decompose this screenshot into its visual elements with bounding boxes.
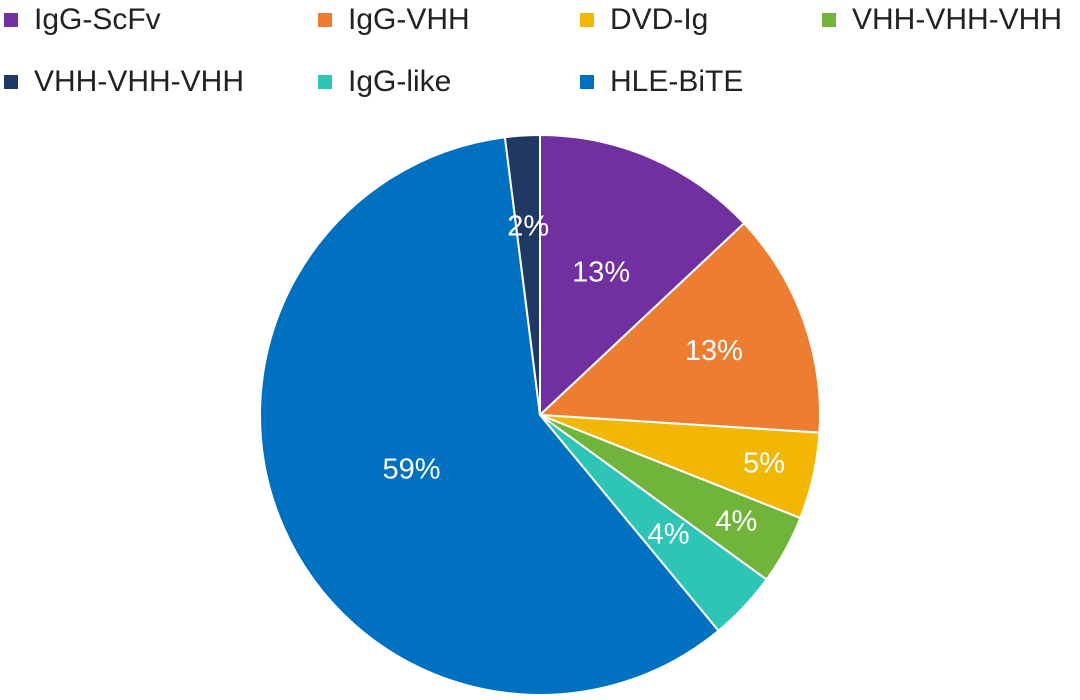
legend-swatch	[580, 75, 594, 89]
legend-swatch	[580, 13, 594, 27]
legend-item-hle-bite: HLE-BiTE	[580, 62, 743, 102]
legend-label: DVD-Ig	[610, 3, 709, 36]
legend-item-vhh-vhh-vhh-navy: VHH-VHH-VHH	[4, 62, 244, 102]
pie-labels: 13% 13% 5% 4% 4% 59% 2%	[382, 210, 785, 550]
slice-label: 13%	[572, 256, 630, 288]
legend-swatch	[822, 13, 836, 27]
slice-label: 4%	[648, 518, 690, 550]
legend-item-vhh-vhh-vhh-green: VHH-VHH-VHH	[822, 0, 1062, 40]
slice-label: 5%	[743, 448, 785, 480]
legend-label: IgG-VHH	[348, 3, 470, 36]
pie-slice-hle-bite	[259, 136, 720, 696]
legend-label: VHH-VHH-VHH	[34, 65, 244, 98]
legend-swatch	[318, 13, 332, 27]
slice-label: 4%	[715, 506, 757, 538]
pie-slices	[259, 133, 821, 696]
chart-legend: IgG-ScFv IgG-VHH DVD-Ig VHH-VHH-VHH VHH-…	[0, 0, 1080, 120]
legend-label: VHH-VHH-VHH	[852, 3, 1062, 36]
legend-swatch	[318, 75, 332, 89]
legend-item-igg-like: IgG-like	[318, 62, 451, 102]
legend-label: IgG-like	[348, 65, 452, 98]
legend-label: HLE-BiTE	[610, 65, 744, 98]
pie-slice-igg-scfv	[539, 133, 746, 418]
legend-item-igg-scfv: IgG-ScFv	[4, 0, 161, 40]
slice-label: 59%	[382, 453, 440, 485]
pie-slice-vhh-vhh-vhh	[503, 133, 541, 416]
legend-item-igg-vhh: IgG-VHH	[318, 0, 470, 40]
slice-label: 13%	[685, 335, 743, 367]
legend-item-dvd-ig: DVD-Ig	[580, 0, 708, 40]
legend-swatch	[4, 75, 18, 89]
slice-label: 2%	[507, 210, 549, 242]
legend-swatch	[4, 13, 18, 27]
pie-slice-igg-vhh	[537, 221, 821, 434]
legend-label: IgG-ScFv	[34, 3, 161, 36]
